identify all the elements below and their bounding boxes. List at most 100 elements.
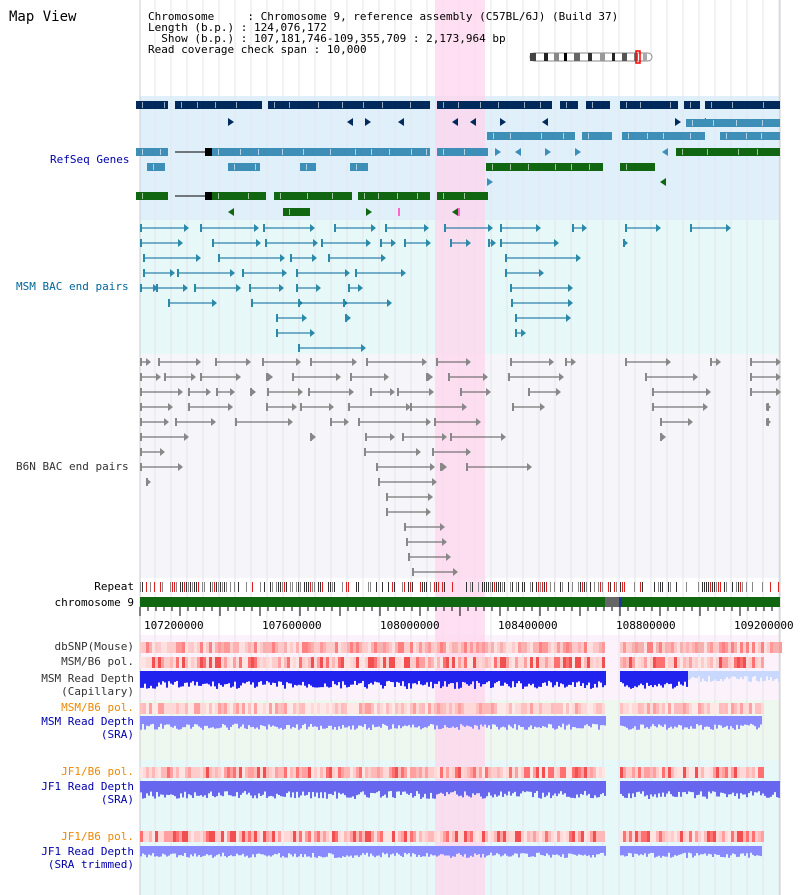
depth-msm-sra	[188, 716, 190, 725]
depth-jf1-trim	[690, 846, 692, 854]
length-value: 124,076,172	[253, 21, 327, 34]
bac-pair-msm-end	[426, 239, 431, 247]
depth-jf1-sra	[356, 781, 358, 796]
depth-msm-sra	[576, 716, 578, 729]
bac-pair-b6n-end	[390, 433, 395, 441]
track-label-jf1-depth-trim[interactable]: JF1 Read Depth	[41, 845, 134, 858]
ideogram-band	[622, 53, 627, 61]
track-label-msm-b6-pol[interactable]: MSM/B6 pol.	[61, 655, 134, 668]
heat-jf1-b6-pol-2	[557, 831, 560, 842]
depth-msm-capillary	[440, 671, 442, 689]
track-label-jf1-b6-pol[interactable]: JF1/B6 pol.	[61, 765, 134, 778]
track-label-jf1-depth-sra[interactable]: JF1 Read Depth	[41, 780, 134, 793]
depth-jf1-trim	[348, 846, 350, 857]
heat-jf1-b6-pol	[380, 767, 383, 778]
heat-jf1-b6-pol	[530, 767, 533, 778]
track-label-chromosome: chromosome 9	[54, 596, 134, 609]
heat-msm-b6-pol-sra	[212, 703, 215, 714]
gene-refseq-green-exon-gap	[397, 193, 398, 199]
depth-msm-capillary	[322, 671, 324, 688]
heat-jf1-b6-pol-2	[158, 831, 161, 842]
depth-msm-sra	[722, 716, 724, 728]
depth-jf1-trim	[630, 846, 632, 854]
header-info: Chromosome : Chromosome 9, reference ass…	[148, 10, 619, 56]
repeat-mark	[420, 582, 421, 592]
heat-msm-b6-pol	[407, 657, 410, 668]
bac-pair-msm-end	[385, 224, 387, 232]
repeat-mark	[598, 582, 599, 592]
bac-pair-b6n-end	[365, 433, 367, 441]
depth-msm-sra	[596, 716, 598, 725]
depth-msm-capillary	[290, 671, 292, 684]
depth-jf1-trim	[658, 846, 660, 856]
track-label-b6n-bac[interactable]: B6N BAC end pairs	[16, 460, 129, 473]
depth-jf1-sra	[308, 781, 310, 793]
depth-jf1-sra	[514, 781, 516, 792]
heat-msm-b6-pol-sra	[476, 703, 479, 714]
heat-msm-b6-pol-sra	[386, 703, 389, 714]
bac-pair-b6n-end	[352, 358, 357, 366]
heat-jf1-b6-pol-2	[725, 831, 728, 842]
depth-jf1-sra	[316, 781, 318, 793]
track-label-refseq[interactable]: RefSeq Genes	[50, 153, 130, 166]
heat-jf1-b6-pol-2	[374, 831, 377, 842]
gene-refseq-mid-exon-gap	[510, 133, 511, 139]
bac-pair-b6n-end	[440, 523, 445, 531]
track-label-msm-depth-sra[interactable]: MSM Read Depth	[41, 715, 134, 728]
heat-jf1-b6-pol-2	[419, 831, 422, 842]
heat-jf1-b6-pol-2	[413, 831, 416, 842]
depth-jf1-sra	[594, 781, 596, 796]
bac-pair-msm-end	[521, 329, 526, 337]
heat-jf1-b6-pol-2	[740, 831, 743, 842]
bac-pair-b6n-end	[426, 418, 431, 426]
heat-dbsnp	[191, 642, 194, 653]
depth-msm-capillary	[484, 671, 486, 685]
heat-dbsnp	[458, 642, 461, 653]
depth-msm-capillary	[342, 671, 344, 682]
heat-msm-b6-pol	[161, 657, 164, 668]
depth-msm-capillary	[196, 671, 198, 682]
gene-refseq-green-exon-gap	[280, 193, 281, 199]
repeat-mark	[724, 582, 725, 592]
track-label-msm-bac[interactable]: MSM BAC end pairs	[16, 280, 129, 293]
track-label-jf1-b6-pol-2[interactable]: JF1/B6 pol.	[61, 830, 134, 843]
heat-jf1-b6-pol-2	[305, 831, 308, 842]
heat-jf1-b6-pol	[233, 767, 236, 778]
track-label-dbsnp[interactable]: dbSNP(Mouse)	[54, 640, 134, 653]
depth-msm-capillary	[446, 671, 448, 687]
depth-jf1-trim	[246, 846, 248, 856]
gene-refseq-dark-exon-gap	[443, 102, 444, 108]
depth-jf1-trim	[422, 846, 424, 857]
depth-msm-sra	[480, 716, 482, 725]
bac-pair-msm-end	[276, 329, 278, 337]
track-label-msm-b6-pol-sra[interactable]: MSM/B6 pol.	[61, 701, 134, 714]
depth-msm-sra	[230, 716, 232, 728]
heat-msm-b6-pol-sra	[707, 703, 710, 714]
depth-jf1-trim	[440, 846, 442, 855]
heat-jf1-b6-pol	[287, 767, 290, 778]
heat-jf1-b6-pol-2	[566, 831, 569, 842]
heat-dbsnp	[482, 642, 485, 653]
depth-msm-capillary	[540, 671, 542, 687]
track-label-msm-depth-cap[interactable]: MSM Read Depth	[41, 672, 134, 685]
depth-msm-capillary	[726, 671, 728, 678]
heat-jf1-b6-pol	[407, 767, 410, 778]
repeat-mark	[358, 582, 359, 592]
gene-refseq-mid-exon-gap	[355, 149, 356, 155]
depth-msm-capillary	[362, 671, 364, 681]
repeat-mark	[582, 582, 583, 592]
depth-jf1-sra	[498, 781, 500, 796]
depth-msm-capillary	[448, 671, 450, 685]
bac-pair-b6n-end	[156, 373, 161, 381]
depth-msm-capillary	[300, 671, 302, 686]
repeat-mark	[554, 582, 555, 592]
depth-msm-capillary	[312, 671, 314, 688]
depth-jf1-trim	[704, 846, 706, 854]
heat-msm-b6-pol	[170, 657, 173, 668]
bac-pair-msm-end	[366, 239, 371, 247]
depth-jf1-sra	[580, 781, 582, 794]
heat-dbsnp	[425, 642, 428, 653]
depth-jf1-sra	[540, 781, 542, 799]
heat-msm-b6-pol-sra	[695, 703, 698, 714]
